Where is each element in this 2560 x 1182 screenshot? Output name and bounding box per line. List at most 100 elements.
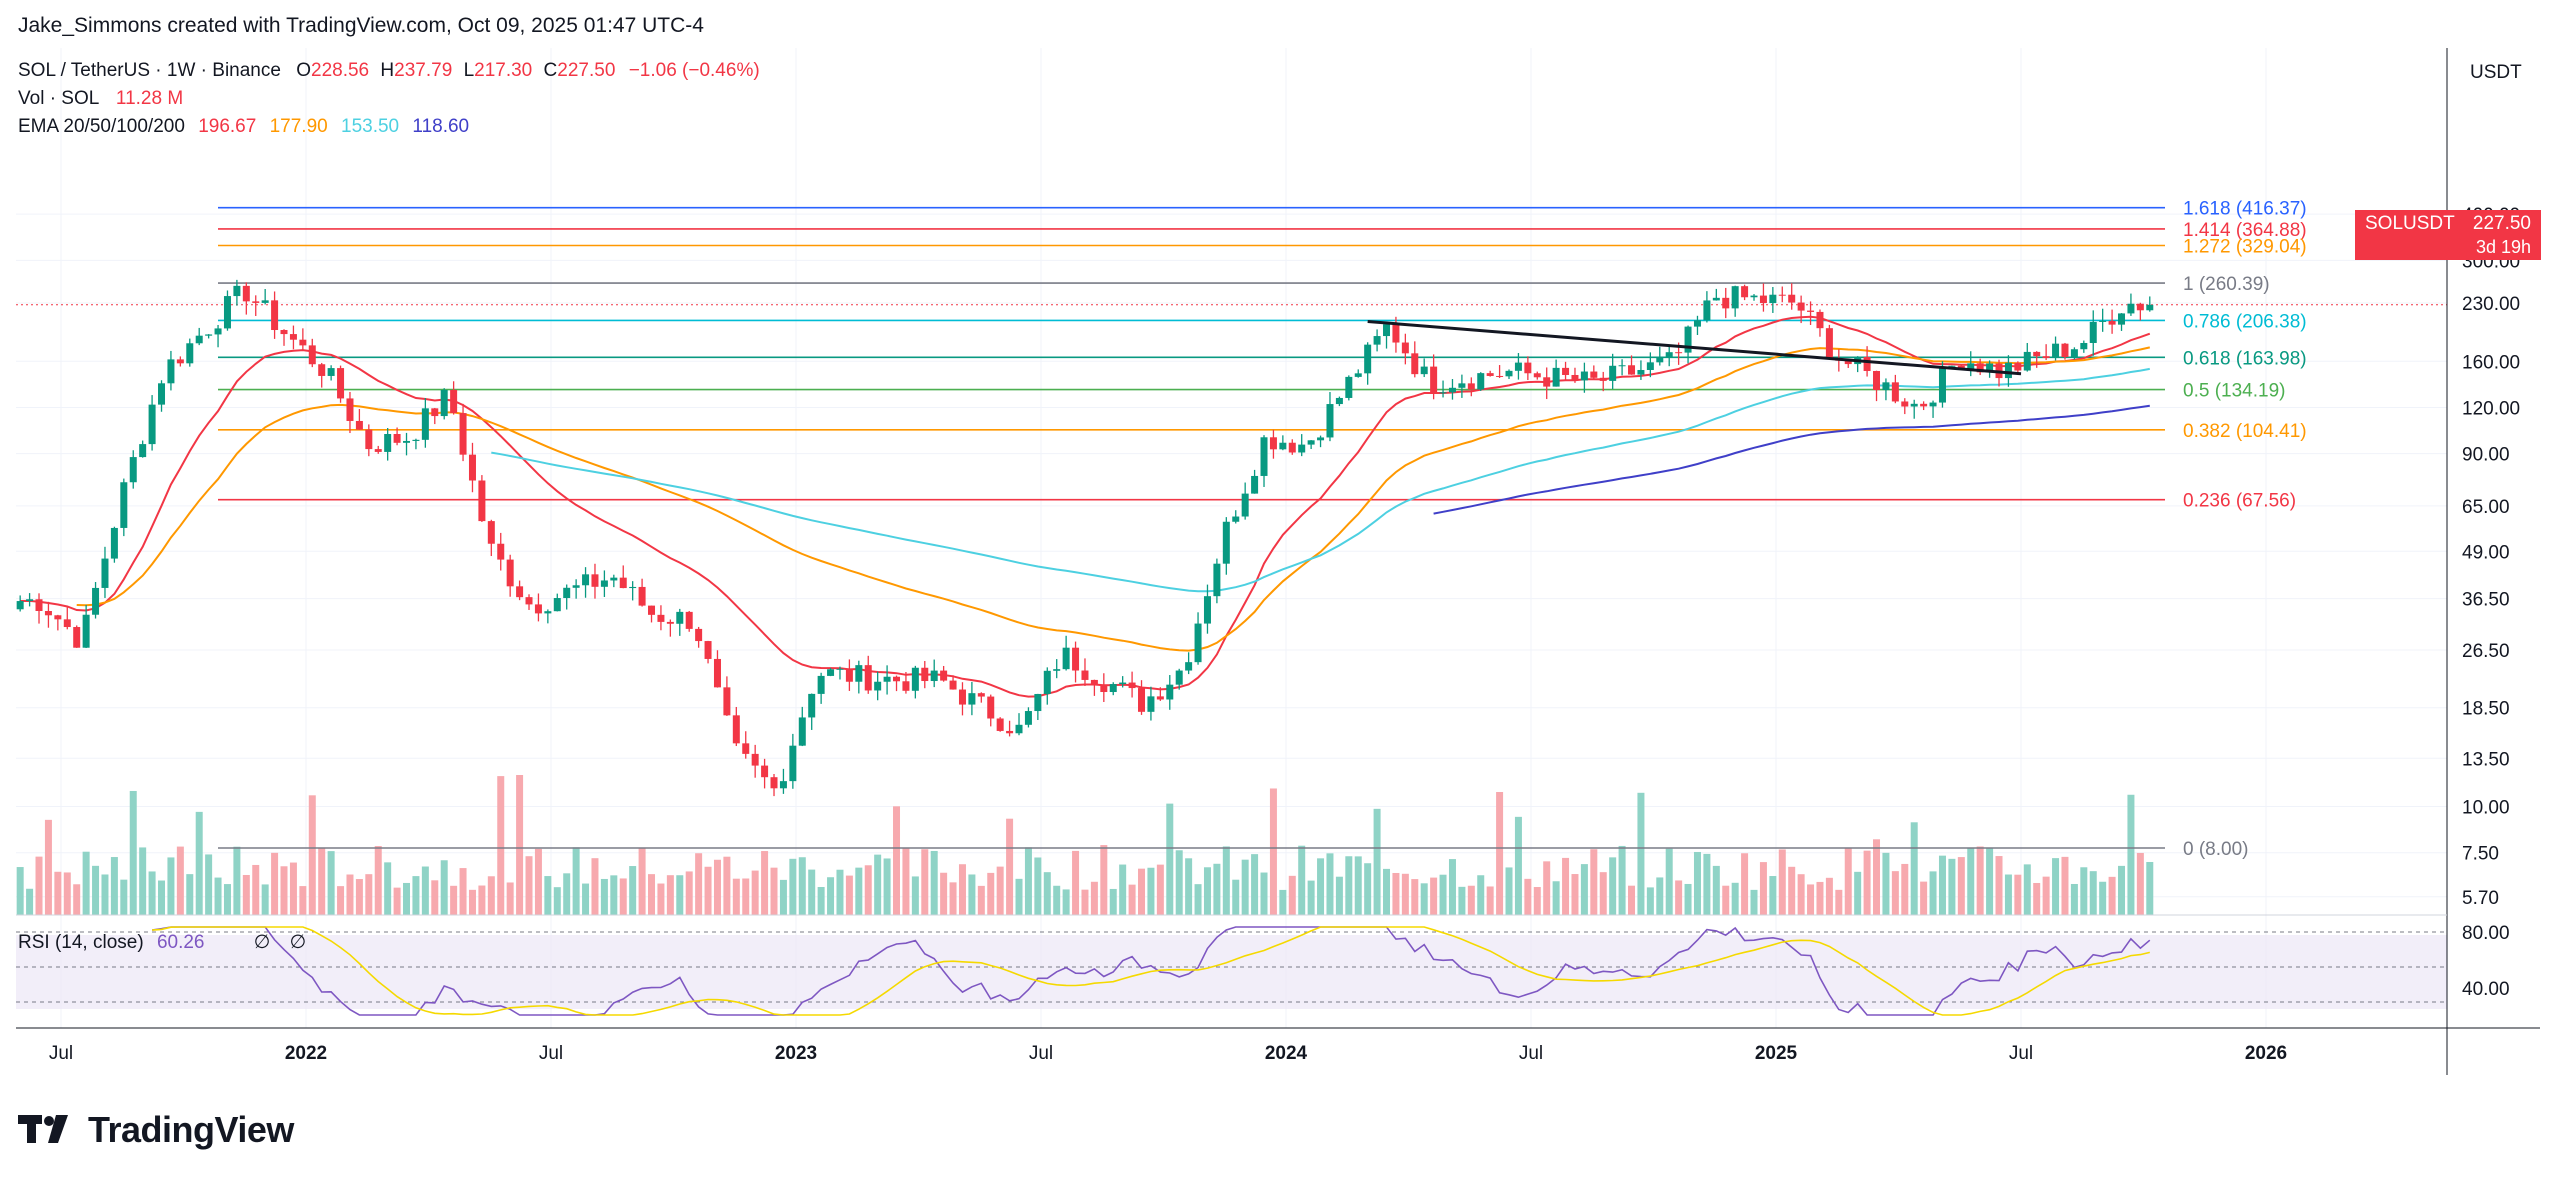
candle-body: [1929, 402, 1937, 407]
candle: [845, 659, 853, 691]
fib-label: 0.236 (67.56): [2183, 491, 2296, 512]
candle: [403, 432, 411, 456]
candle-body: [167, 359, 175, 384]
volume-bar: [355, 879, 363, 915]
candle: [1486, 370, 1494, 377]
volume-bar: [129, 790, 137, 915]
volume-bar: [987, 872, 995, 915]
price-tick-label: 49.00: [2462, 542, 2510, 563]
volume-bar: [1901, 863, 1909, 915]
volume-bar: [638, 847, 646, 915]
candle: [525, 594, 533, 610]
volume-bar: [1288, 875, 1296, 915]
candle-body: [2014, 362, 2022, 371]
volume-bar: [2099, 881, 2107, 915]
candle-body: [751, 753, 759, 766]
candle-body: [930, 670, 938, 682]
price-tick-label: 36.50: [2462, 590, 2510, 611]
candle-body: [1467, 383, 1475, 390]
candle: [1854, 356, 1862, 373]
volume-bar: [2146, 861, 2154, 915]
candle-body: [921, 667, 929, 682]
tradingview-logo[interactable]: TradingView: [18, 1108, 294, 1152]
candle: [1373, 329, 1381, 352]
volume-bar: [271, 852, 279, 915]
candle-body: [1599, 377, 1607, 381]
candle: [393, 427, 401, 446]
volume-bar: [214, 877, 222, 915]
candle: [1637, 360, 1645, 380]
trendline[interactable]: [1367, 319, 2022, 376]
volume-bar: [35, 856, 43, 915]
candle: [242, 282, 250, 315]
candle-body: [1571, 374, 1579, 381]
candle-body: [874, 681, 882, 691]
candle-body: [1562, 367, 1570, 375]
volume-bar: [63, 872, 71, 915]
candle-body: [223, 296, 231, 329]
time-tick-label: Jul: [49, 1043, 73, 1064]
candle-body: [271, 300, 279, 331]
volume-bar: [506, 882, 514, 915]
volume-bar: [1222, 846, 1230, 915]
candle: [2023, 342, 2031, 372]
volume-bar: [921, 849, 929, 915]
volume-bar: [619, 878, 627, 915]
candle: [1335, 396, 1343, 407]
volume-bar: [1882, 852, 1890, 915]
symbol-title[interactable]: SOL / TetherUS · 1W · Binance: [18, 60, 281, 81]
price-tag-value: 227.50: [2472, 213, 2531, 234]
currency-label[interactable]: USDT: [2470, 62, 2522, 83]
volume-bar: [723, 856, 731, 915]
candle-body: [1354, 373, 1362, 377]
ema-label[interactable]: EMA 20/50/100/200: [18, 116, 185, 137]
volume-bar: [657, 883, 665, 915]
candle-body: [1288, 442, 1296, 453]
volume-bar: [1580, 864, 1588, 915]
ema-legend: EMA 20/50/100/200 196.67 177.90 153.50 1…: [18, 116, 469, 138]
candle: [1251, 469, 1259, 494]
candle: [1976, 358, 1984, 376]
candle-body: [1401, 342, 1409, 354]
candle-body: [450, 389, 458, 414]
volume-bar: [1194, 884, 1202, 915]
volume-label[interactable]: Vol · SOL: [18, 88, 99, 109]
volume-bar: [1251, 854, 1259, 915]
candle-body: [1731, 286, 1739, 309]
rsi-label[interactable]: RSI (14, close): [18, 932, 144, 953]
volume-bar: [1147, 867, 1155, 915]
volume-bar: [1326, 853, 1334, 915]
volume-bar: [1373, 808, 1381, 915]
candle-body: [393, 434, 401, 443]
candle-body: [1609, 365, 1617, 381]
candle: [1166, 675, 1174, 710]
candle-body: [902, 681, 910, 691]
volume-bar: [1609, 857, 1617, 915]
high-value: 237.79: [394, 60, 453, 81]
volume-bar: [1109, 888, 1117, 915]
candle: [1156, 687, 1164, 701]
fib-label: 0.382 (104.41): [2183, 421, 2307, 442]
volume-bar: [1995, 856, 2003, 915]
candle: [1430, 354, 1438, 400]
candle: [1769, 286, 1777, 313]
volume-bar: [1486, 886, 1494, 915]
volume-bar: [158, 880, 166, 915]
candle: [1006, 720, 1014, 737]
candle: [1326, 392, 1334, 442]
candle: [337, 365, 345, 403]
candle: [1986, 360, 1994, 378]
candle-body: [1317, 437, 1325, 441]
candle: [1514, 353, 1522, 380]
volume-bar: [1524, 878, 1532, 915]
candle: [1505, 369, 1513, 379]
time-tick-label: Jul: [2009, 1043, 2033, 1064]
candle-body: [1364, 344, 1372, 374]
volume-bar: [827, 877, 835, 915]
candle-body: [827, 669, 835, 676]
volume-bar: [1439, 874, 1447, 915]
volume-bar: [1957, 857, 1965, 915]
volume-bar: [648, 874, 656, 915]
volume-bar: [1119, 864, 1127, 915]
